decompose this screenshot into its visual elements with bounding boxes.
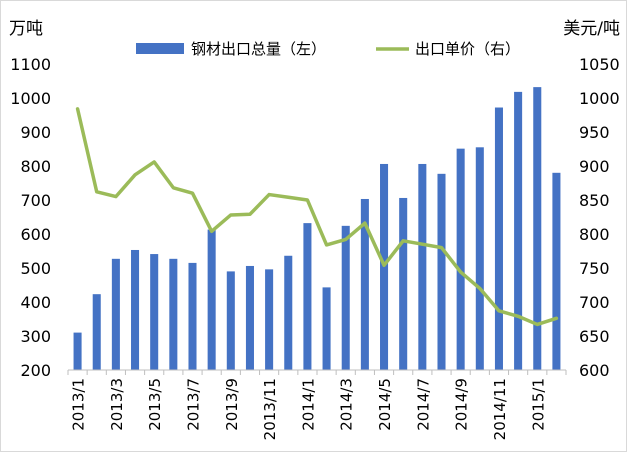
right-tick-label: 700 <box>579 293 610 312</box>
price-line <box>75 107 559 327</box>
x-tick-label: 2014/3 <box>338 378 356 431</box>
line-point <box>172 187 174 189</box>
bar <box>514 91 523 370</box>
left-tick-label: 300 <box>20 327 51 346</box>
x-tick-label: 2013/9 <box>223 378 241 431</box>
bar <box>341 225 350 370</box>
bar <box>131 249 140 370</box>
right-axis: 600 650 700 750 800 850 900 950 1000 1050 <box>579 55 620 380</box>
line-point <box>153 161 155 163</box>
bar <box>265 269 274 370</box>
x-axis-ticks: 2013/1 2013/3 2013/5 2013/7 2013/9 2013/11 201… <box>67 370 567 440</box>
left-tick-label: 600 <box>20 225 51 244</box>
right-tick-label: 750 <box>579 259 610 278</box>
left-tick-label: 1000 <box>10 89 51 108</box>
x-tick-label: 2013/1 <box>70 378 88 431</box>
bar <box>245 265 254 370</box>
left-tick-label: 700 <box>20 191 51 210</box>
left-tick-label: 900 <box>20 123 51 142</box>
x-tick-label: 2014/1 <box>299 378 317 431</box>
bar <box>207 229 216 370</box>
bar <box>92 294 101 370</box>
bar <box>284 255 293 370</box>
bar <box>494 107 503 371</box>
left-tick-label: 500 <box>20 259 51 278</box>
line-point <box>306 199 308 201</box>
line-point <box>115 196 117 198</box>
bar <box>399 197 408 370</box>
right-tick-label: 600 <box>579 361 610 380</box>
right-tick-label: 1000 <box>579 89 620 108</box>
bar <box>188 262 197 370</box>
line-point <box>441 247 442 249</box>
line-point <box>421 243 423 245</box>
line-point <box>249 213 251 215</box>
right-tick-label: 900 <box>579 157 610 176</box>
line-point <box>555 317 557 319</box>
line-point <box>536 323 538 325</box>
right-tick-label: 950 <box>579 123 610 142</box>
left-tick-label: 400 <box>20 293 51 312</box>
x-tick-label: 2014/5 <box>376 378 394 431</box>
bar <box>111 258 120 370</box>
left-axis: 200 300 400 500 600 700 800 900 1000 1100 <box>10 55 51 380</box>
x-tick-label: 2013/7 <box>185 378 203 431</box>
bar <box>73 332 82 370</box>
x-tick-label: 2013/11 <box>261 378 279 440</box>
line-point <box>498 310 500 312</box>
left-tick-label: 200 <box>20 361 51 380</box>
x-tick-label: 2014/9 <box>453 378 471 431</box>
line-point <box>383 264 385 266</box>
line-point <box>517 315 519 317</box>
right-tick-label: 850 <box>579 191 610 210</box>
bar <box>533 87 542 371</box>
line-point <box>402 240 404 242</box>
bar <box>226 271 235 370</box>
legend-bar-swatch <box>136 43 184 54</box>
bar <box>150 254 159 370</box>
line-point <box>287 196 289 198</box>
bar <box>437 173 446 370</box>
right-tick-label: 800 <box>579 225 610 244</box>
line-point <box>77 108 79 110</box>
right-tick-label: 650 <box>579 327 610 346</box>
line-point <box>460 271 462 273</box>
bar-series <box>73 87 561 371</box>
bar <box>303 223 312 370</box>
line-point <box>364 222 366 224</box>
bar <box>169 258 178 370</box>
x-tick-label: 2013/5 <box>146 378 164 431</box>
bar <box>322 287 331 370</box>
legend-line-label: 出口单价（右） <box>415 40 520 58</box>
left-axis-unit: 万吨 <box>9 19 43 39</box>
line-point <box>479 287 481 289</box>
line-point <box>345 238 347 240</box>
x-tick-label: 2014/11 <box>491 378 509 440</box>
line-point <box>134 174 136 176</box>
bar <box>475 147 484 370</box>
line-point <box>268 194 270 196</box>
bar <box>552 172 561 370</box>
line-series <box>75 107 559 327</box>
bar <box>456 148 465 370</box>
line-point <box>192 192 193 194</box>
line-point <box>326 244 328 246</box>
line-point <box>230 214 232 216</box>
line-point <box>211 230 213 232</box>
legend: 钢材出口总量（左） 出口单价（右） <box>136 40 520 58</box>
x-tick-label: 2013/3 <box>108 378 126 431</box>
left-tick-label: 1100 <box>10 55 51 74</box>
legend-bar-label: 钢材出口总量（左） <box>191 40 326 58</box>
line-point <box>96 191 98 193</box>
left-tick-label: 800 <box>20 157 51 176</box>
x-tick-label: 2015/1 <box>529 378 547 431</box>
bar <box>360 198 369 370</box>
right-tick-label: 1050 <box>579 55 620 74</box>
right-axis-unit: 美元/吨 <box>563 19 620 39</box>
x-tick-label: 2014/7 <box>414 378 432 431</box>
bar <box>418 163 427 370</box>
